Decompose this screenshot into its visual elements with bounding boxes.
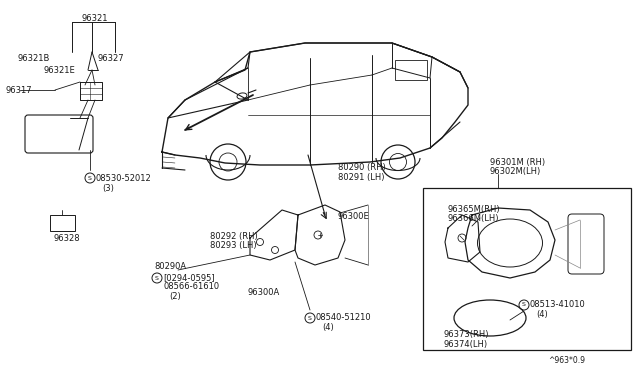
Text: 08530-52012: 08530-52012 (96, 174, 152, 183)
Text: 96317: 96317 (5, 86, 31, 95)
Text: 96374(LH): 96374(LH) (444, 340, 488, 349)
Text: 96300A: 96300A (248, 288, 280, 297)
Text: 96321: 96321 (82, 14, 109, 23)
Text: S: S (155, 276, 159, 280)
Text: 80293 (LH): 80293 (LH) (210, 241, 257, 250)
Text: ^963*0.9: ^963*0.9 (548, 356, 585, 365)
Text: 96328: 96328 (54, 234, 81, 243)
Text: 80292 (RH): 80292 (RH) (210, 232, 258, 241)
Text: 80291 (LH): 80291 (LH) (338, 173, 385, 182)
Text: S: S (522, 302, 526, 308)
Text: 80290 (RH): 80290 (RH) (338, 163, 386, 172)
Text: S: S (308, 315, 312, 321)
Text: 96373(RH): 96373(RH) (444, 330, 490, 339)
Text: 96366M(LH): 96366M(LH) (448, 214, 499, 223)
Text: 96327: 96327 (98, 54, 125, 63)
Text: S: S (88, 176, 92, 180)
Text: 96365M(RH): 96365M(RH) (448, 205, 500, 214)
Text: 96302M(LH): 96302M(LH) (490, 167, 541, 176)
Text: (3): (3) (102, 184, 114, 193)
Text: (2): (2) (169, 292, 180, 301)
Text: [0294-0595]: [0294-0595] (163, 273, 214, 282)
Text: 08513-41010: 08513-41010 (530, 300, 586, 309)
Text: 08566-61610: 08566-61610 (163, 282, 219, 291)
Text: (4): (4) (536, 310, 548, 319)
Text: 96300E: 96300E (338, 212, 370, 221)
Text: 96321B: 96321B (18, 54, 51, 63)
Text: 96321E: 96321E (44, 66, 76, 75)
Text: 96301M (RH): 96301M (RH) (490, 158, 545, 167)
Text: 80290A: 80290A (154, 262, 186, 271)
Text: 08540-51210: 08540-51210 (316, 313, 372, 322)
Text: (4): (4) (322, 323, 333, 332)
